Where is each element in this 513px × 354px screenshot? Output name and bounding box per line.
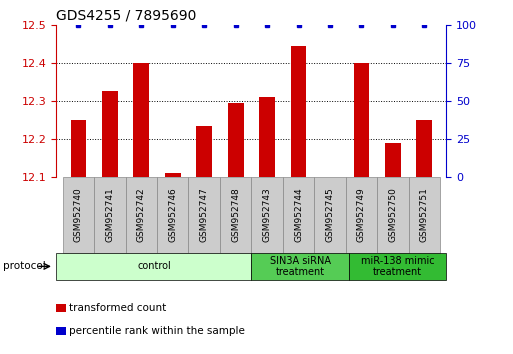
Text: miR-138 mimic
treatment: miR-138 mimic treatment: [361, 256, 435, 277]
Bar: [251, 177, 283, 253]
Text: control: control: [137, 261, 171, 272]
Bar: [196, 126, 212, 177]
Text: GSM952748: GSM952748: [231, 188, 240, 242]
Bar: [126, 177, 157, 253]
Text: GSM952741: GSM952741: [105, 188, 114, 242]
Bar: [56, 253, 251, 280]
Bar: [346, 177, 377, 253]
Bar: [94, 177, 126, 253]
Bar: [63, 177, 94, 253]
Bar: [188, 177, 220, 253]
Bar: [228, 103, 244, 177]
Bar: [417, 120, 432, 177]
Bar: [71, 120, 86, 177]
Text: GSM952751: GSM952751: [420, 188, 429, 242]
Text: SIN3A siRNA
treatment: SIN3A siRNA treatment: [270, 256, 330, 277]
Text: GDS4255 / 7895690: GDS4255 / 7895690: [56, 8, 197, 22]
Bar: [408, 177, 440, 253]
Bar: [251, 253, 349, 280]
Text: GSM952746: GSM952746: [168, 188, 177, 242]
Bar: [314, 177, 346, 253]
Bar: [102, 91, 118, 177]
Text: GSM952747: GSM952747: [200, 188, 209, 242]
Text: GSM952749: GSM952749: [357, 188, 366, 242]
Bar: [385, 143, 401, 177]
Bar: [259, 97, 275, 177]
Text: GSM952740: GSM952740: [74, 188, 83, 242]
Bar: [157, 177, 188, 253]
Bar: [377, 177, 408, 253]
Bar: [291, 46, 306, 177]
Text: GSM952745: GSM952745: [325, 188, 334, 242]
Text: GSM952750: GSM952750: [388, 188, 398, 242]
Text: transformed count: transformed count: [69, 303, 167, 313]
Text: GSM952742: GSM952742: [137, 188, 146, 242]
Bar: [220, 177, 251, 253]
Bar: [133, 63, 149, 177]
Bar: [283, 177, 314, 253]
Text: protocol: protocol: [3, 261, 45, 272]
Text: percentile rank within the sample: percentile rank within the sample: [69, 326, 245, 336]
Text: GSM952744: GSM952744: [294, 188, 303, 242]
Bar: [353, 63, 369, 177]
Bar: [349, 253, 446, 280]
Text: GSM952743: GSM952743: [263, 188, 271, 242]
Bar: [165, 173, 181, 177]
